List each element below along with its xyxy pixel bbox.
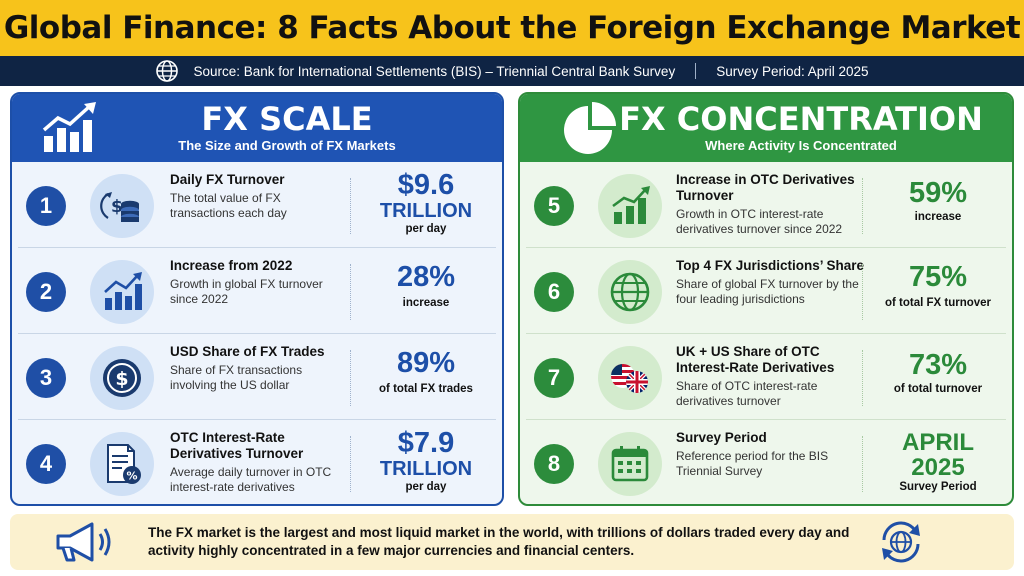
fact-number: 3: [26, 358, 66, 398]
fact-row-6: 6 Top 4 FX Jurisdictions’ Share Share of…: [526, 250, 1006, 334]
fact-icon-wrap: [598, 174, 662, 238]
fact-icon-wrap: $: [90, 174, 154, 238]
fact-icon-wrap: [90, 260, 154, 324]
fact-description: Average daily turnover in OTC interest-r…: [170, 465, 332, 494]
footer-text: The FX market is the largest and most li…: [148, 525, 850, 558]
fact-icon-wrap: $: [90, 346, 154, 410]
page-title: Global Finance: 8 Facts About the Foreig…: [3, 10, 1021, 46]
fact-row-3: 3 $ USD Share of FX Trades Share of FX t…: [18, 336, 496, 420]
svg-text:%: %: [126, 470, 137, 483]
divider: [350, 350, 351, 406]
fact-value: $9.6: [397, 169, 455, 201]
fact-caption: per day: [405, 481, 447, 493]
fact-value: $7.9: [397, 427, 455, 459]
title-bar: Global Finance: 8 Facts About the Foreig…: [0, 0, 1024, 56]
fact-row-8: 8 Survey Period Reference period fo: [526, 422, 1006, 504]
fact-value-unit: TRILLION: [379, 458, 473, 480]
fact-icon-wrap: [598, 432, 662, 496]
divider: [350, 178, 351, 234]
us-uk-flags-icon: [611, 364, 648, 393]
footer-callout: The FX market is the largest and most li…: [10, 514, 1014, 570]
divider: [862, 436, 863, 492]
fact-value: 28%: [396, 261, 456, 293]
panel-subtitle: The Size and Growth of FX Markets: [178, 138, 396, 153]
fact-value: APRIL: [902, 429, 974, 456]
fact-number: 1: [26, 186, 66, 226]
divider: [350, 264, 351, 320]
divider: [862, 264, 863, 320]
fact-row-2: 2 Increase from 2022 Growth in global FX…: [18, 250, 496, 334]
fx-scale-panel: FX SCALE The Size and Growth of FX Marke…: [10, 92, 504, 506]
fact-caption: per day: [405, 223, 447, 235]
svg-text:$: $: [111, 197, 123, 217]
fact-title: OTC Interest-Rate Derivatives Turnover: [170, 430, 304, 461]
panel-header: FX CONCENTRATION Where Activity Is Conce…: [520, 94, 1012, 162]
fact-row-7: 7: [526, 336, 1006, 420]
divider: [695, 63, 697, 79]
pie-chart-icon: [564, 102, 616, 154]
fx-concentration-panel: FX CONCENTRATION Where Activity Is Conce…: [518, 92, 1014, 506]
panel-subtitle: Where Activity Is Concentrated: [705, 138, 897, 153]
fact-description: Growth in global FX turnover since 2022: [170, 277, 323, 306]
calendar-icon: [611, 446, 649, 482]
fact-caption: of total FX turnover: [884, 297, 992, 309]
fact-title: Top 4 FX Jurisdictions’ Share: [676, 258, 865, 273]
fact-caption: Survey Period: [899, 481, 977, 493]
fact-caption: increase: [914, 211, 962, 223]
divider: [862, 350, 863, 406]
dollar-coins-icon: $: [100, 192, 139, 222]
fact-number: 2: [26, 272, 66, 312]
growth-chart-icon: [104, 272, 142, 310]
fact-title: Survey Period: [676, 430, 767, 445]
fact-caption: of total turnover: [893, 383, 983, 395]
source-text: Source: Bank for International Settlemen…: [193, 63, 676, 79]
panel-title: FX SCALE: [201, 100, 373, 138]
svg-text:$: $: [115, 368, 128, 390]
fact-value-year: 2025: [911, 454, 965, 481]
fact-icon-wrap: [598, 260, 662, 324]
growth-chart-icon: [612, 186, 650, 224]
fact-number: 7: [534, 358, 574, 398]
fact-icon-wrap: [598, 346, 662, 410]
fact-value: 75%: [908, 261, 968, 293]
fact-title: Increase in OTC Derivatives Turnover: [676, 172, 855, 203]
fact-value: 89%: [396, 347, 456, 379]
fact-title: USD Share of FX Trades: [170, 344, 325, 359]
survey-period-text: Survey Period: April 2025: [716, 63, 869, 79]
fact-description: Share of OTC interest-rate derivatives t…: [676, 379, 818, 408]
source-bar: Source: Bank for International Settlemen…: [0, 56, 1024, 86]
fact-caption: of total FX trades: [379, 383, 473, 395]
fact-row-1: 1 $ Daily FX Turnover The total value of…: [18, 164, 496, 248]
growth-chart-icon: [42, 102, 96, 152]
divider: [350, 436, 351, 492]
fact-row-5: 5 Increase in OTC Derivatives Turnover G…: [526, 164, 1006, 248]
panel-header: FX SCALE The Size and Growth of FX Marke…: [12, 94, 502, 162]
fact-row-4: 4 % OTC Interest-Rate Derivatives Turnov…: [18, 422, 496, 504]
divider: [862, 178, 863, 234]
fact-description: Growth in OTC interest-rate derivatives …: [676, 207, 843, 236]
fact-number: 6: [534, 272, 574, 312]
fact-icon-wrap: %: [90, 432, 154, 496]
fact-title: Increase from 2022: [170, 258, 293, 273]
panel-title: FX CONCENTRATION: [619, 100, 983, 138]
dollar-icon: $: [103, 359, 141, 397]
fact-title: Daily FX Turnover: [170, 172, 285, 187]
fact-number: 8: [534, 444, 574, 484]
globe-icon: [156, 60, 179, 82]
fact-description: The total value of FX transactions each …: [170, 191, 287, 220]
fact-title: UK + US Share of OTC Interest-Rate Deriv…: [676, 344, 835, 375]
fact-description: Share of FX transactions involving the U…: [170, 363, 303, 392]
fact-value: 59%: [908, 177, 968, 209]
fact-value: 73%: [908, 349, 968, 381]
fact-caption: increase: [402, 297, 450, 309]
fact-value-unit: TRILLION: [379, 200, 473, 222]
fact-number: 4: [26, 444, 66, 484]
fact-description: Share of global FX turnover by the four …: [676, 277, 859, 306]
fact-number: 5: [534, 186, 574, 226]
globe-icon: [610, 272, 650, 312]
fact-description: Reference period for the BIS Triennial S…: [676, 449, 829, 478]
megaphone-icon: [56, 522, 111, 562]
document-percent-icon: %: [107, 444, 141, 484]
globe-cycle-icon: [882, 521, 920, 563]
